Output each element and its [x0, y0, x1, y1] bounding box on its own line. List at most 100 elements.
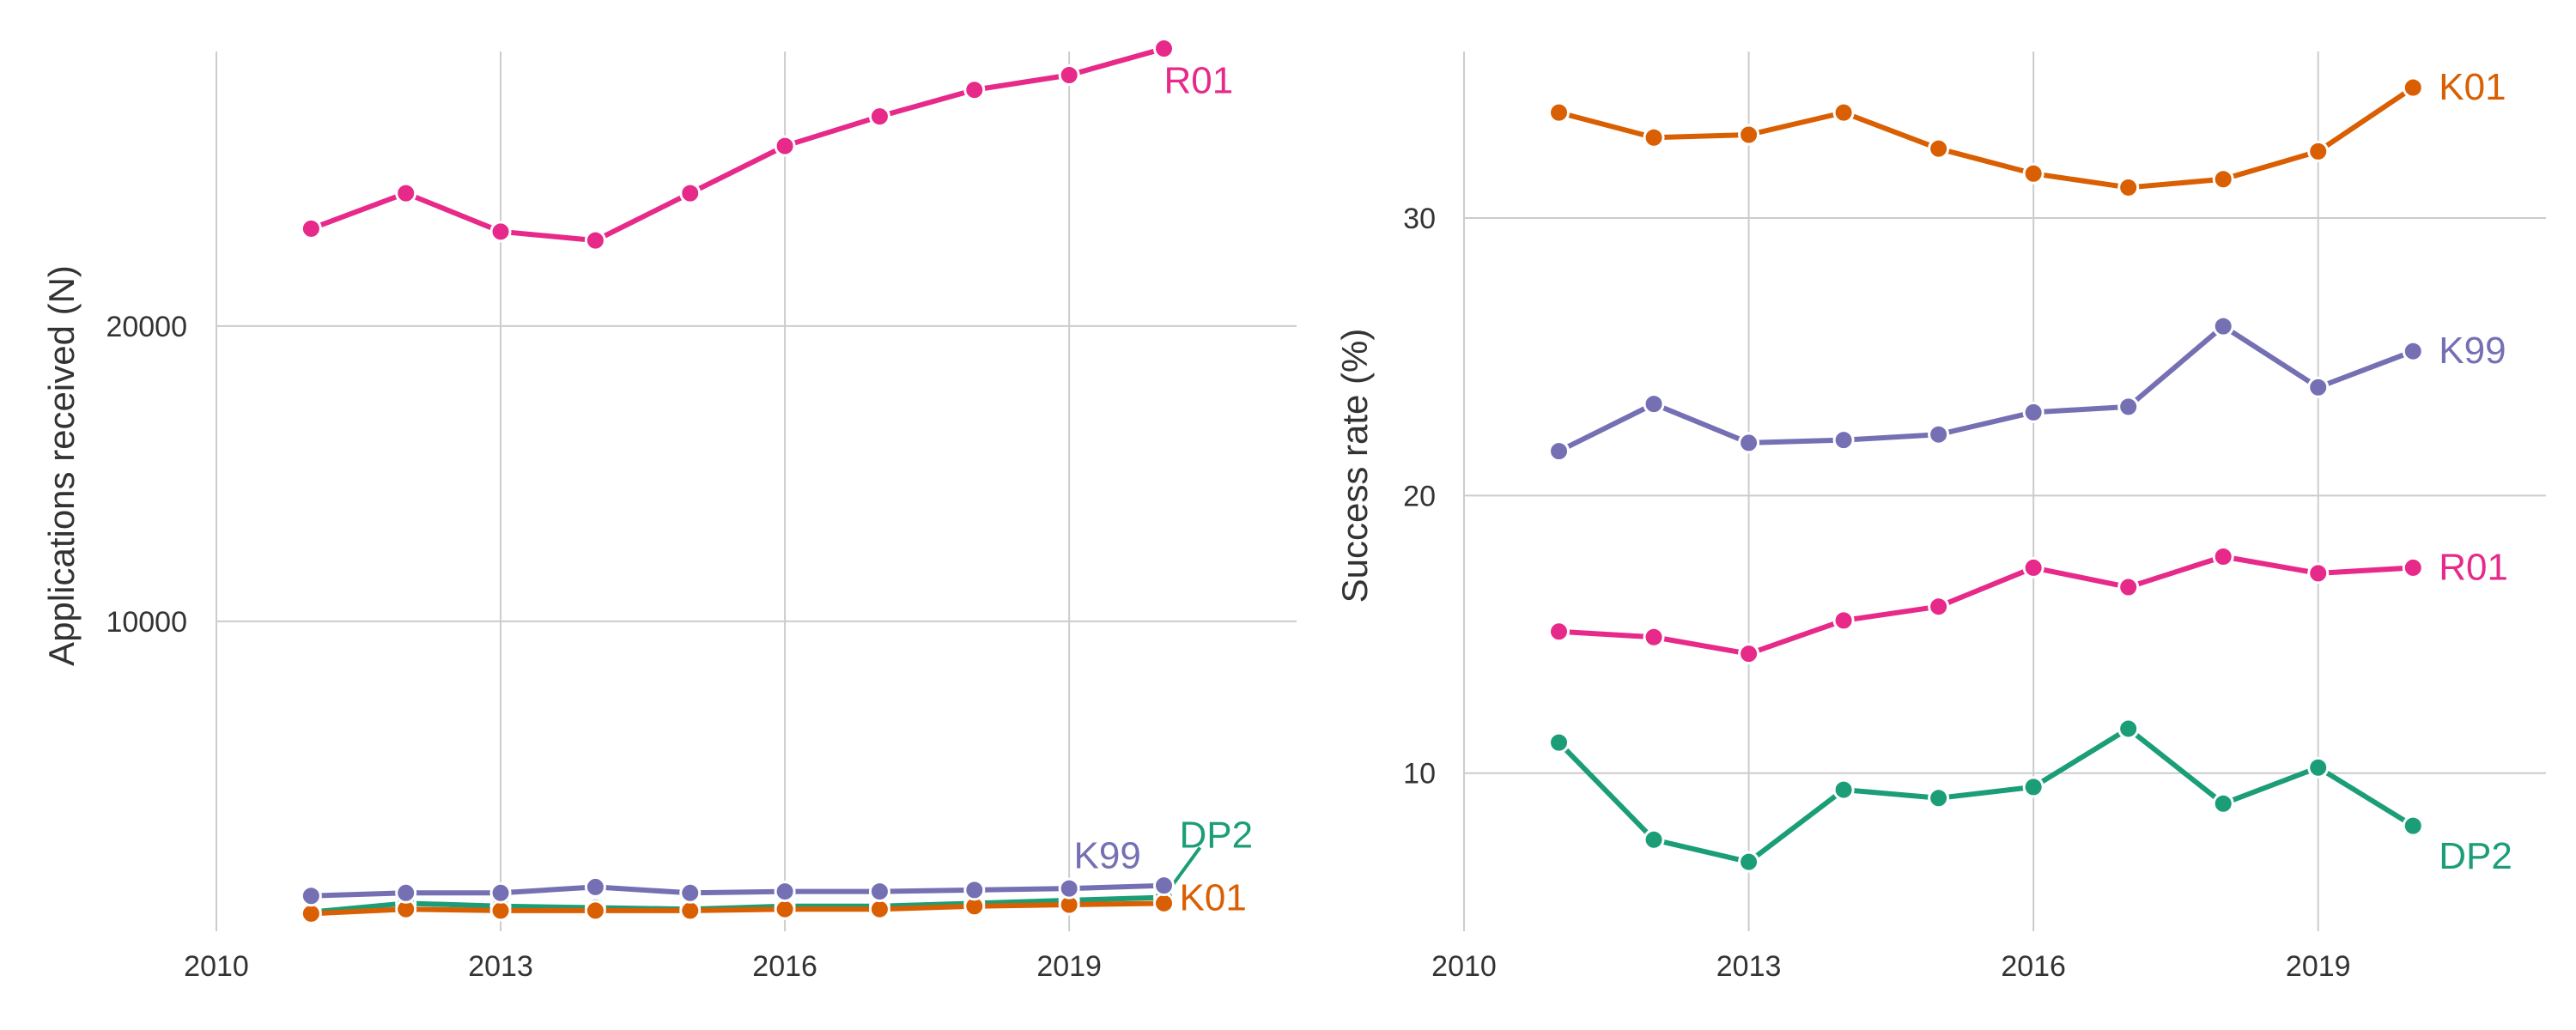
series-label-k01: K01 — [2439, 66, 2506, 108]
data-point-r01 — [395, 182, 417, 204]
data-point-r01 — [2402, 556, 2424, 579]
y-axis-label: Applications received (N) — [41, 265, 82, 666]
data-point-r01 — [300, 217, 322, 239]
series-label-r01: R01 — [1164, 60, 1234, 102]
data-point-r01 — [1058, 64, 1080, 87]
x-tick-label: 2019 — [2286, 950, 2351, 983]
x-tick-label: 2019 — [1036, 950, 1102, 983]
data-point-k99 — [2212, 315, 2234, 337]
series-line-dp2 — [1556, 725, 2416, 865]
data-point-k01 — [2307, 140, 2330, 162]
x-tick-label: 2016 — [752, 950, 817, 983]
data-point-dp2 — [1832, 779, 1855, 801]
series-line-r01 — [308, 45, 1167, 244]
data-point-r01 — [1548, 621, 1571, 643]
data-point-r01 — [2307, 562, 2330, 585]
data-point-k01 — [300, 902, 322, 924]
data-point-r01 — [489, 221, 512, 243]
data-point-dp2 — [1548, 731, 1571, 754]
series-label-dp2: DP2 — [2439, 835, 2512, 877]
data-point-k01 — [2022, 162, 2044, 185]
series-line-k99 — [308, 882, 1167, 899]
data-point-k99 — [2022, 401, 2044, 423]
data-point-k99 — [1832, 429, 1855, 451]
data-point-r01 — [2117, 576, 2140, 598]
data-point-r01 — [2022, 556, 2044, 579]
data-point-dp2 — [1643, 828, 1665, 851]
success-rate-panel: 2010 2013 2016 2019 10 20 30 Success rate (%) K0… — [1334, 52, 2546, 983]
y-tick-label: 10 — [1403, 758, 1436, 791]
series-line-k01 — [1556, 85, 2416, 191]
series-label-k01: K01 — [1180, 876, 1247, 918]
series-label-k99: K99 — [1074, 835, 1141, 877]
series-label-dp2: DP2 — [1180, 814, 1254, 856]
data-point-k99 — [584, 876, 606, 898]
data-point-k01 — [679, 900, 702, 922]
data-point-k01 — [2402, 76, 2424, 99]
applications-panel: 2010 2013 2016 2019 10000 20000 Applications r… — [41, 38, 1297, 983]
data-point-k99 — [489, 882, 512, 904]
data-point-k99 — [1153, 875, 1176, 897]
data-point-k99 — [1643, 393, 1665, 415]
series-line-k99 — [1556, 324, 2416, 454]
data-point-k01 — [1832, 101, 1855, 124]
data-point-k99 — [300, 885, 322, 907]
y-tick-label: 30 — [1403, 203, 1436, 235]
data-point-k01 — [1928, 137, 1950, 160]
data-point-dp2 — [1928, 787, 1950, 809]
data-point-k99 — [2307, 376, 2330, 398]
data-point-k01 — [868, 898, 890, 920]
series-line-r01 — [1556, 554, 2416, 657]
x-tick-label: 2013 — [468, 950, 533, 983]
data-point-r01 — [2212, 545, 2234, 567]
data-point-dp2 — [1738, 851, 1760, 873]
data-point-k99 — [1058, 877, 1080, 900]
data-point-k01 — [489, 900, 512, 922]
data-point-k01 — [2117, 176, 2140, 198]
data-point-dp2 — [2402, 815, 2424, 837]
data-point-k99 — [1548, 440, 1571, 463]
data-point-r01 — [868, 106, 890, 128]
data-point-r01 — [584, 229, 606, 251]
data-point-k99 — [1928, 423, 1950, 445]
series-label-r01: R01 — [2439, 546, 2508, 588]
data-point-r01 — [1643, 626, 1665, 648]
data-point-k01 — [1548, 101, 1571, 124]
data-point-r01 — [774, 135, 796, 157]
data-point-k99 — [2402, 340, 2424, 362]
data-point-k99 — [774, 881, 796, 903]
x-tick-label: 2013 — [1716, 950, 1782, 983]
data-point-r01 — [1153, 38, 1176, 60]
data-point-dp2 — [2022, 776, 2044, 798]
data-point-r01 — [963, 79, 986, 101]
data-point-k99 — [395, 882, 417, 904]
data-point-k99 — [1738, 432, 1760, 454]
series-line-k01 — [308, 900, 1167, 917]
data-point-k01 — [1738, 124, 1760, 146]
data-point-r01 — [1738, 643, 1760, 665]
y-tick-label: 20 — [1403, 480, 1436, 512]
data-point-k01 — [774, 898, 796, 920]
data-point-dp2 — [2212, 792, 2234, 815]
x-tick-label: 2010 — [184, 950, 249, 983]
y-tick-label: 10000 — [106, 606, 187, 639]
data-point-k99 — [679, 882, 702, 904]
y-axis-label: Success rate (%) — [1334, 329, 1375, 603]
data-point-k99 — [963, 879, 986, 901]
data-point-r01 — [1832, 609, 1855, 632]
y-tick-label: 20000 — [106, 311, 187, 343]
x-tick-label: 2016 — [2001, 950, 2066, 983]
data-point-dp2 — [2307, 756, 2330, 779]
data-point-dp2 — [2117, 718, 2140, 740]
series-label-k99: K99 — [2439, 330, 2506, 372]
data-point-r01 — [679, 182, 702, 204]
data-point-r01 — [1928, 596, 1950, 618]
data-point-k01 — [1643, 126, 1665, 148]
data-point-k99 — [2117, 396, 2140, 418]
x-tick-label: 2010 — [1431, 950, 1497, 983]
data-point-k01 — [584, 900, 606, 922]
data-point-k01 — [2212, 168, 2234, 191]
data-point-k99 — [868, 881, 890, 903]
data-point-k01 — [1153, 892, 1176, 914]
